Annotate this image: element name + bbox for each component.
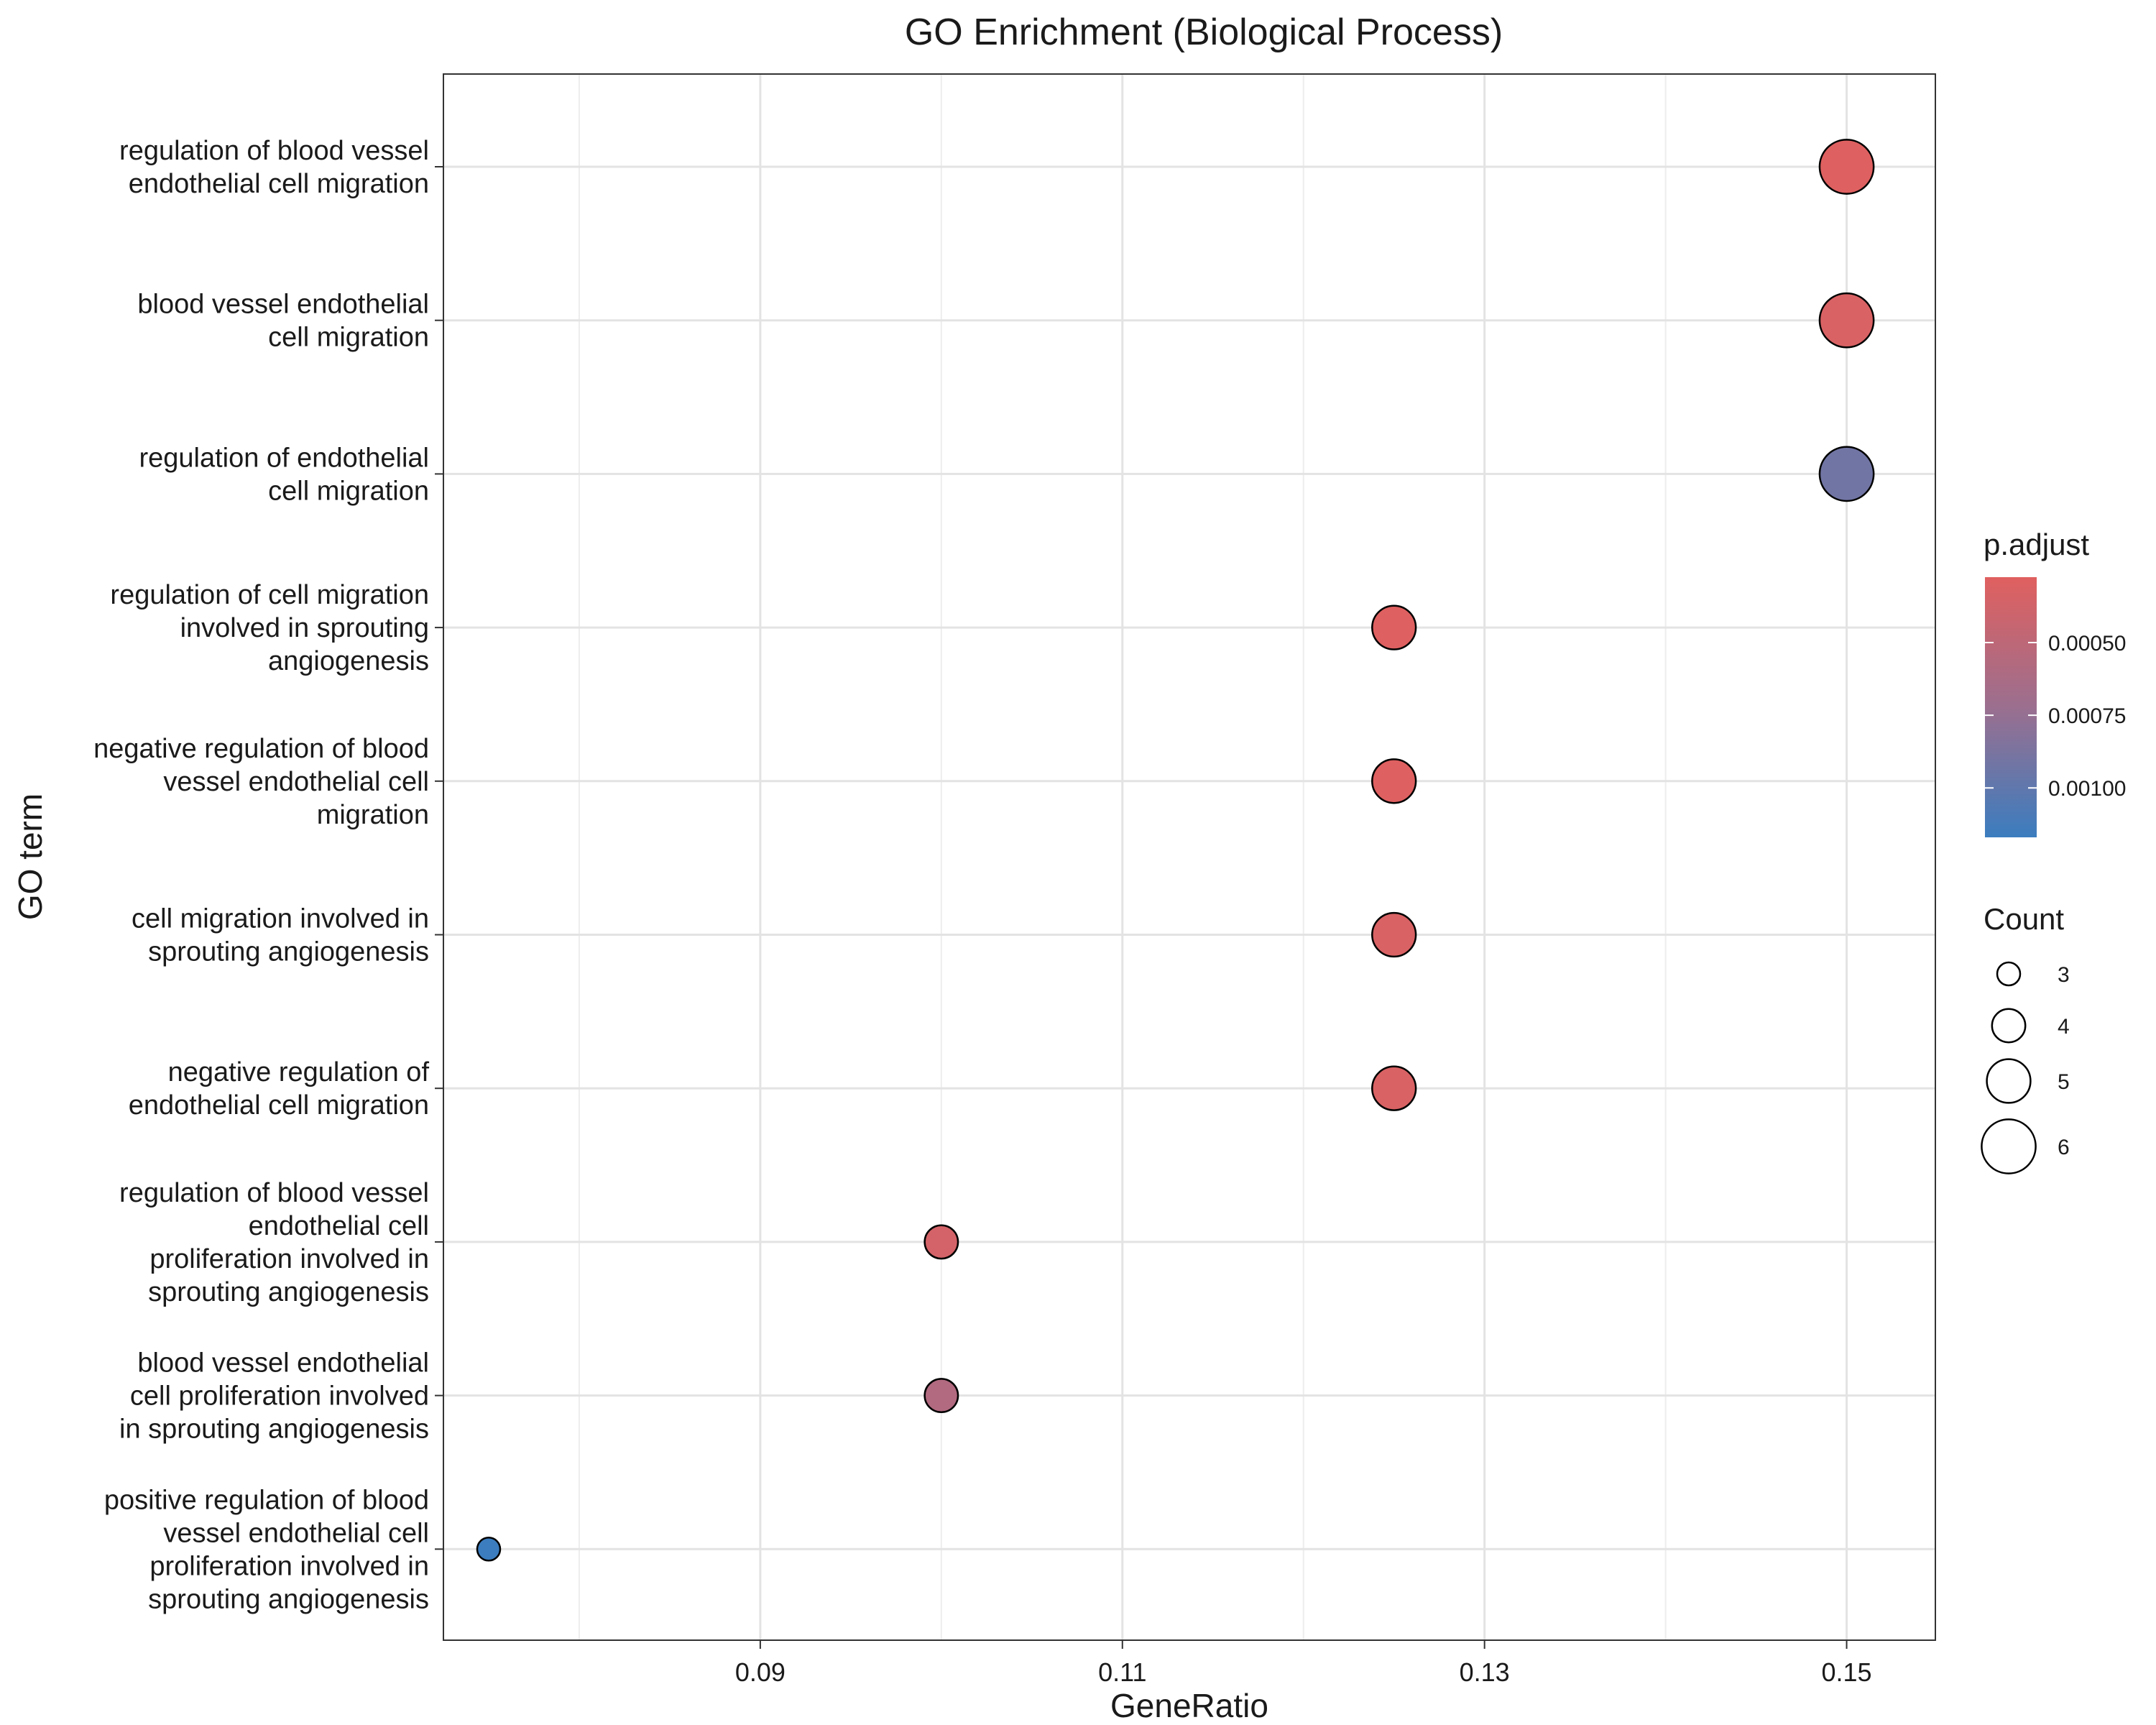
y-tick-label: regulation of blood vessel endothelial ce…: [119, 136, 429, 199]
data-points: [476, 139, 1875, 1562]
y-tick-label-line: vessel endothelial cell: [163, 1518, 429, 1548]
size-legend-circle: [1996, 961, 2022, 987]
y-tick-label: regulation of endothelial cell migration: [139, 443, 429, 506]
data-point: [1371, 604, 1417, 650]
y-tick-label-line: regulation of endothelial: [139, 443, 429, 473]
data-point: [1818, 292, 1875, 349]
y-tick-label-line: regulation of blood vessel: [119, 1178, 429, 1208]
data-point: [923, 1224, 959, 1260]
size-legend-label: 5: [2058, 1070, 2070, 1094]
color-legend-bar: [1985, 577, 2037, 837]
size-legend: Count 3 4 5 6: [1981, 902, 2070, 1174]
y-tick-label-line: negative regulation of blood: [93, 734, 429, 764]
color-legend-title: p.adjust: [1984, 528, 2089, 561]
y-tick-label-line: involved in sprouting: [180, 613, 429, 643]
y-tick-label-line: blood vessel endothelial: [137, 1348, 429, 1379]
color-legend-label: 0.00075: [2048, 704, 2126, 728]
y-tick-label-line: endothelial cell: [249, 1211, 429, 1241]
y-tick-label-line: blood vessel endothelial: [137, 290, 429, 320]
y-tick-label-line: regulation of blood vessel: [119, 136, 429, 166]
y-tick-label: negative regulation of endothelial cell m…: [129, 1057, 430, 1121]
data-point: [923, 1378, 959, 1414]
x-tick-label: 0.09: [735, 1657, 786, 1687]
color-legend-label: 0.00100: [2048, 777, 2126, 801]
x-tick-label: 0.15: [1822, 1657, 1872, 1687]
y-tick-label: cell migration involved in sprouting angi…: [132, 904, 429, 967]
size-legend-title: Count: [1984, 902, 2064, 936]
size-legend-keys: 3 4 5 6: [1981, 961, 2070, 1174]
y-tick-label-line: proliferation involved in: [149, 1244, 429, 1274]
y-tick-label-line: regulation of cell migration: [110, 580, 429, 610]
y-axis-tick-labels: regulation of blood vessel endothelial ce…: [93, 136, 443, 1614]
data-point: [476, 1537, 502, 1562]
y-tick-label-line: in sprouting angiogenesis: [119, 1414, 429, 1445]
y-tick-label-line: cell migration: [268, 323, 429, 353]
y-tick-label: regulation of blood vessel endothelial ce…: [119, 1178, 429, 1307]
y-tick-label: blood vessel endothelial cell proliferati…: [119, 1348, 429, 1445]
data-point: [1371, 1065, 1417, 1111]
y-tick-label: negative regulation of blood vessel endot…: [93, 734, 429, 830]
y-tick-label-line: sprouting angiogenesis: [148, 1277, 429, 1307]
y-tick-label-line: vessel endothelial cell: [163, 767, 429, 797]
grid-lines: [443, 74, 1935, 1640]
y-tick-label-line: negative regulation of: [168, 1057, 430, 1087]
y-tick-label: blood vessel endothelial cell migration: [137, 290, 429, 353]
color-legend-label: 0.00050: [2048, 632, 2126, 656]
x-tick-label: 0.11: [1098, 1657, 1146, 1687]
x-axis-title: GeneRatio: [1110, 1687, 1268, 1724]
size-legend-circle: [1986, 1058, 2032, 1104]
data-point: [1371, 911, 1417, 958]
y-tick-label-line: cell migration: [268, 476, 429, 506]
data-point: [1818, 446, 1875, 502]
y-tick-label-line: cell migration involved in: [132, 904, 429, 934]
data-point: [1371, 758, 1417, 804]
y-tick-label-line: migration: [317, 800, 429, 830]
plot-panel-border: [443, 73, 1936, 1641]
y-tick-label-line: endothelial cell migration: [129, 169, 429, 199]
chart-title: GO Enrichment (Biological Process): [905, 12, 1503, 53]
y-tick-label-line: sprouting angiogenesis: [148, 937, 429, 967]
y-tick-label-line: angiogenesis: [268, 646, 429, 676]
y-axis-title: GO term: [11, 794, 49, 920]
y-tick-label: regulation of cell migration involved in …: [110, 580, 429, 676]
y-tick-label-line: sprouting angiogenesis: [148, 1584, 429, 1614]
y-tick-label-line: positive regulation of blood: [104, 1485, 429, 1515]
size-legend-label: 3: [2058, 963, 2070, 987]
x-tick-label: 0.13: [1460, 1657, 1510, 1687]
size-legend-label: 6: [2058, 1136, 2070, 1159]
y-tick-label: positive regulation of blood vessel endot…: [104, 1485, 429, 1614]
color-legend-ticks: 0.00050 0.00075 0.00100: [1985, 632, 2126, 801]
color-legend: p.adjust 0.00050 0.00075 0.00100: [1984, 528, 2126, 837]
y-tick-label-line: cell proliferation involved: [130, 1381, 429, 1412]
x-axis-tick-labels: 0.09 0.11 0.13 0.15: [735, 1640, 1872, 1687]
size-legend-label: 4: [2058, 1015, 2070, 1039]
y-tick-label-line: proliferation involved in: [149, 1551, 429, 1581]
size-legend-circle: [1981, 1118, 2037, 1174]
data-point: [1818, 139, 1875, 195]
y-tick-label-line: endothelial cell migration: [129, 1090, 429, 1121]
size-legend-circle: [1991, 1008, 2027, 1044]
